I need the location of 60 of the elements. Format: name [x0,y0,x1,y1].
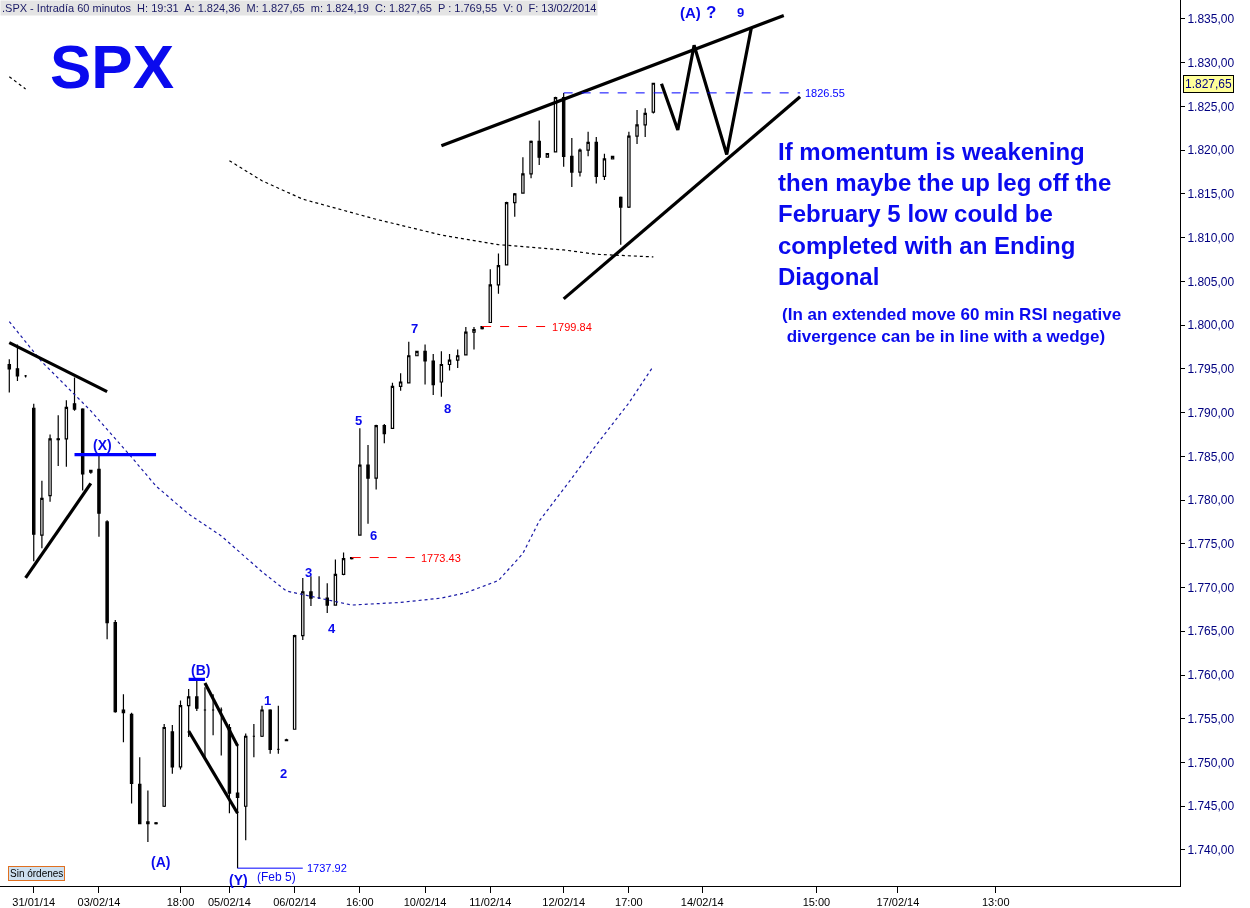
annotation: (Y) [229,872,248,888]
ref-line-label: 1826.55 [805,87,845,99]
x-tick-label: 15:00 [802,896,831,908]
y-tick-label: 1.740,00 [1187,843,1235,858]
annotation: (Feb 5) [257,870,296,884]
y-tick-label: 1.760,00 [1187,668,1235,683]
y-tick-label: 1.800,00 [1187,318,1235,333]
x-tick-label: 31/01/14 [12,896,56,908]
annotation: Sin órdenes [10,868,64,879]
annotation: 3 [305,565,313,580]
x-tick-label: 10/02/14 [403,896,447,908]
x-tick-label: 06/02/14 [273,896,317,908]
x-tick-label: 17:00 [615,896,643,908]
x-tick-label: 11/02/14 [469,896,512,908]
y-tick-label: 1.750,00 [1187,755,1235,770]
annotation: 4 [328,621,336,636]
chart-title: .SPX - Intradía 60 minutos H: 19:31 A: 1.824,36 M: 1.827,65 m: 1.824,19 C: 1.827,65 P : 1.769,55 V: 0 F: 13/02/2014 [2,2,597,14]
x-tick-label: 18:00 [166,896,195,908]
annotation: If momentum is weakening then maybe the up leg off the February 5 low could be completed with an Ending Diagonal [778,138,1112,290]
annotation: (A) [151,854,171,870]
y-tick-label: 1.780,00 [1187,493,1235,508]
y-tick-label: 1.830,00 [1187,55,1235,70]
y-tick-label: 1.825,00 [1187,99,1235,114]
annotation: 1 [264,693,272,708]
x-tick-label: 05/02/14 [208,896,251,908]
y-tick-label: 1.775,00 [1187,537,1235,552]
y-tick-label: 1.790,00 [1187,405,1235,420]
x-tick-label: 12/02/14 [542,896,586,908]
annotation: 2 [280,766,288,781]
y-tick-label: 1.805,00 [1187,274,1235,289]
y-tick-label: 1.795,00 [1187,362,1235,377]
y-tick-label: 1.810,00 [1187,230,1235,245]
text: 1.827,65 [1185,77,1233,91]
x-tick-label: 16:00 [346,896,374,908]
y-tick-label: 1.785,00 [1187,449,1235,464]
annotation: SPX [50,32,175,101]
y-tick-label: 1.815,00 [1187,187,1235,202]
y-tick-label: 1.745,00 [1187,799,1235,814]
y-tick-label: 1.820,00 [1187,143,1235,158]
y-tick-label: 1.765,00 [1187,624,1235,639]
annotation: ? [706,3,717,22]
x-tick-label: 03/02/14 [77,896,121,908]
ref-line-label: 1799.84 [552,321,592,333]
annotation: (A) [680,4,701,21]
annotation: 8 [444,401,452,416]
y-tick-label: 1.755,00 [1187,711,1235,726]
y-tick-label: 1.835,00 [1187,12,1235,27]
x-tick-label: 17/02/14 [876,896,920,908]
annotation: 5 [355,413,363,428]
x-tick-label: 14/02/14 [680,896,724,908]
x-tick-label: 13:00 [981,896,1010,908]
annotation: (X) [93,437,112,453]
annotation: 7 [411,321,419,336]
annotation: 6 [370,528,378,543]
annotation: (In an extended move 60 min RSI negative divergence can be in line with a wedge) [782,305,1122,347]
y-tick-label: 1.770,00 [1187,580,1235,595]
ref-line-label: 1737.92 [307,862,347,874]
annotation: 9 [737,5,745,20]
ref-line-label: 1773.43 [421,552,461,564]
annotation: (B) [191,662,211,678]
